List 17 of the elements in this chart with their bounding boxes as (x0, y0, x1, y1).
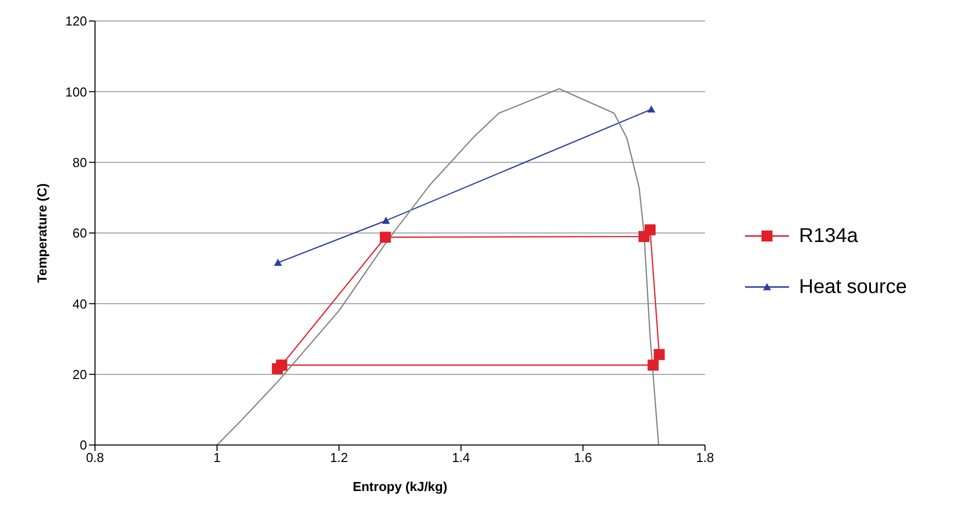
x-tick-label: 1.6 (574, 450, 592, 466)
x-tick-label: 0.8 (86, 450, 104, 466)
x-tick-label: 1.8 (696, 450, 714, 466)
x-tick-label: 1.2 (330, 450, 348, 466)
y-tick-label: 100 (65, 84, 87, 100)
y-tick-label: 20 (72, 366, 87, 382)
y-axis-title: Temperature (C) (34, 183, 50, 283)
x-tick-label: 1 (213, 450, 221, 466)
y-tick-label: 80 (72, 154, 87, 170)
y-tick-label: 60 (72, 226, 87, 241)
y-tick-label: 40 (72, 296, 87, 312)
legend-label: Heat source (799, 276, 907, 298)
x-tick-label: 1.4 (452, 450, 470, 466)
y-tick-label: 0 (80, 438, 87, 453)
x-axis-title: Entropy (kJ/kg) (352, 479, 448, 494)
legend-label: R134a (799, 224, 858, 248)
y-tick-label: 120 (65, 14, 87, 29)
